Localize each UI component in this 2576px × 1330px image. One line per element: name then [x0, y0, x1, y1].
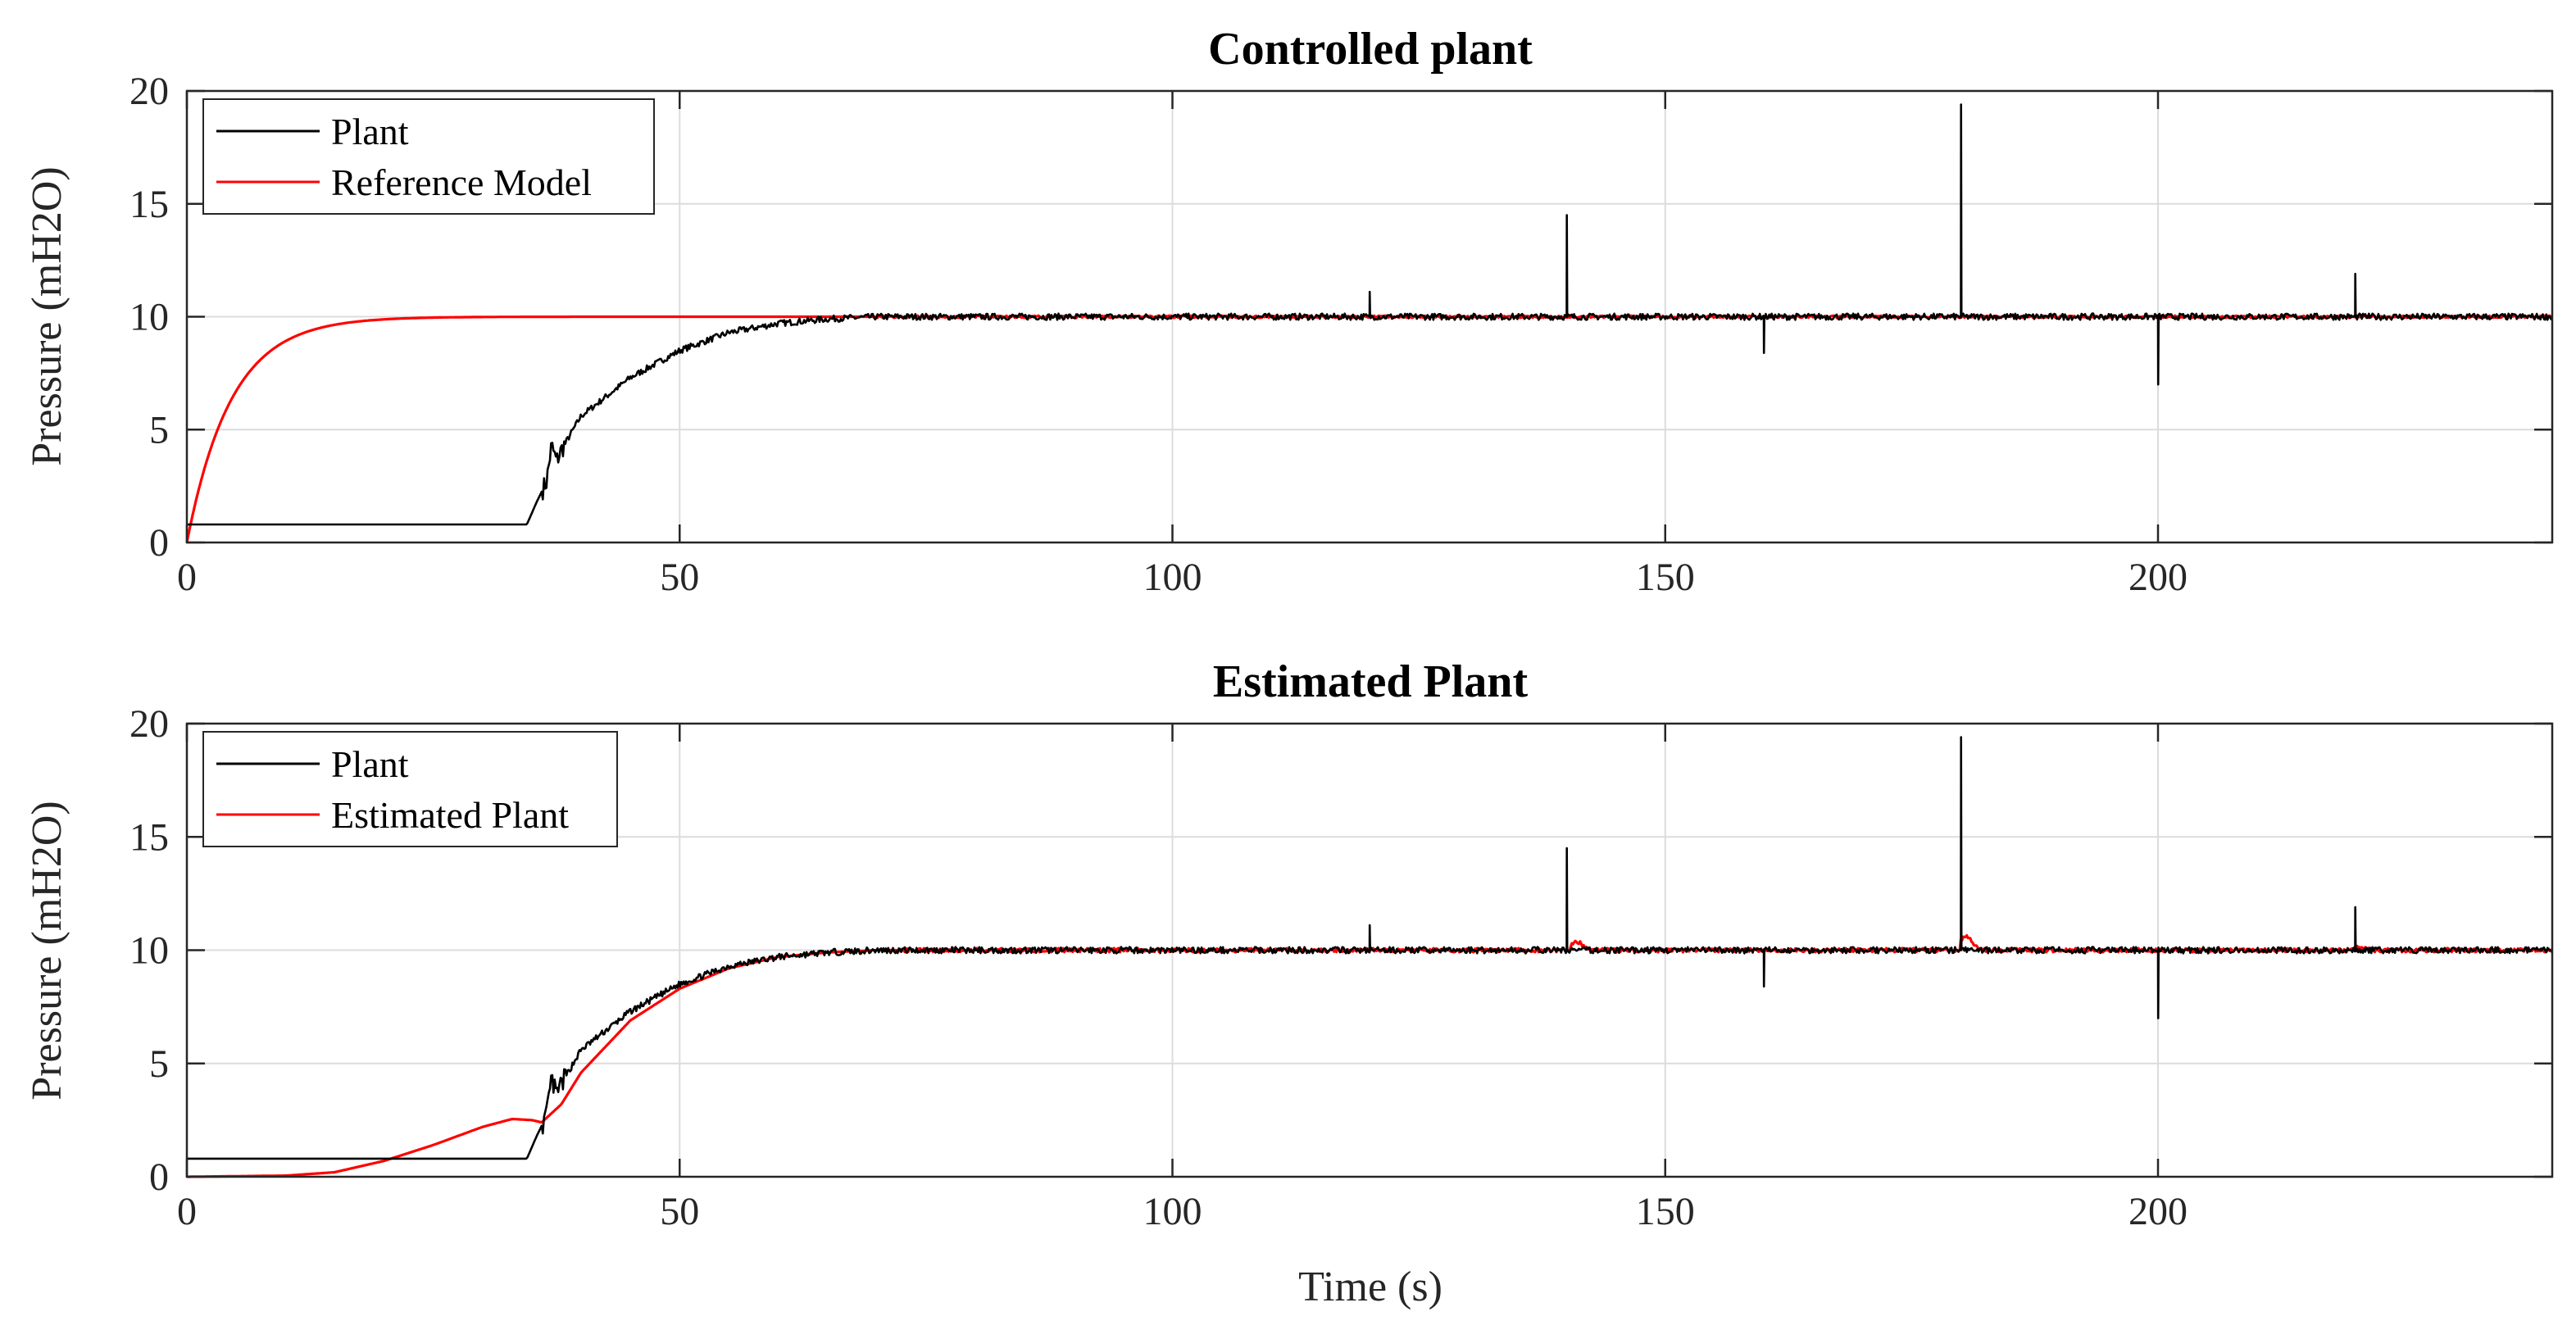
y-tick-label: 0: [149, 1155, 169, 1199]
x-tick-label: 50: [660, 1190, 699, 1233]
chart-estimated-plant: Estimated Plant 0 50 100 150 200 0 5 10 15 20 Pre…: [24, 656, 2554, 1310]
legend-label-plant: Plant: [331, 743, 409, 785]
x-tick-label: 0: [177, 556, 197, 599]
y-tick-label: 15: [129, 815, 169, 859]
axis-ticks: 0 50 100 150 200 0 5 10 15 20: [129, 70, 2552, 599]
x-tick-label: 200: [2128, 1190, 2188, 1233]
y-tick-label: 20: [129, 70, 169, 113]
legend: Plant Reference Model: [202, 98, 655, 215]
x-axis-label: Time (s): [1298, 1264, 1442, 1310]
legend: Plant Estimated Plant: [202, 731, 618, 847]
legend-label-reference-model: Reference Model: [331, 161, 592, 203]
y-tick-label: 5: [149, 408, 169, 452]
series-line-plant: [187, 103, 2554, 526]
x-tick-label: 50: [660, 556, 699, 599]
x-tick-label: 0: [177, 1190, 197, 1233]
legend-label-estimated-plant: Estimated Plant: [331, 794, 569, 836]
chart-title: Controlled plant: [1208, 24, 1533, 75]
x-tick-label: 100: [1143, 556, 1202, 599]
y-tick-label: 0: [149, 521, 169, 565]
y-axis-label: Pressure (mH2O): [24, 801, 70, 1100]
x-tick-label: 150: [1636, 1190, 1695, 1233]
y-axis-label: Pressure (mH2O): [24, 166, 70, 465]
y-tick-label: 5: [149, 1042, 169, 1086]
legend-box: [202, 731, 618, 847]
y-tick-label: 20: [129, 702, 169, 746]
x-tick-label: 100: [1143, 1190, 1202, 1233]
series-line-plant: [187, 736, 2554, 1160]
series-line-estimated-plant: [186, 933, 2554, 1178]
y-tick-label: 15: [129, 183, 169, 226]
x-tick-label: 150: [1636, 556, 1695, 599]
plot-lines: [185, 103, 2554, 543]
chart-title: Estimated Plant: [1213, 656, 1529, 707]
axis-ticks: 0 50 100 150 200 0 5 10 15 20: [129, 702, 2552, 1233]
y-tick-label: 10: [129, 296, 169, 339]
y-tick-label: 10: [129, 929, 169, 973]
chart-controlled-plant: Controlled plant 0 50 100 150 200 0 5 10 15 20 Pr…: [24, 24, 2554, 599]
plot-lines: [186, 736, 2554, 1178]
axes-frame: [185, 722, 2554, 1178]
legend-label-plant: Plant: [331, 111, 409, 152]
axes-frame: [185, 89, 2554, 544]
x-tick-label: 200: [2128, 556, 2188, 599]
legend-box: [202, 98, 655, 215]
